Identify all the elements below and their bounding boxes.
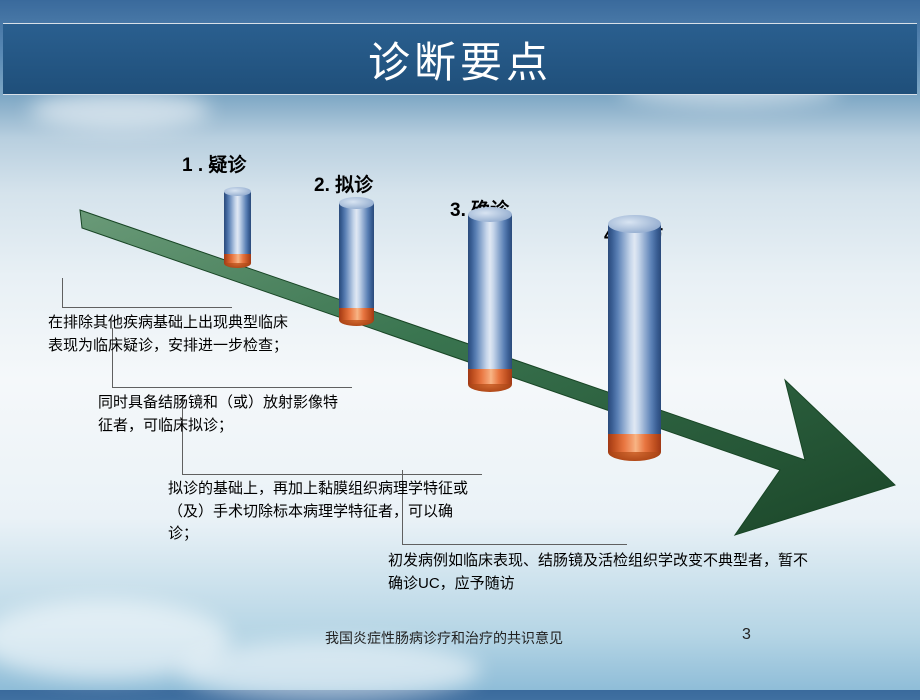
description-3: 拟诊的基础上，再加上黏膜组织病理学特征或（及）手术切除标本病理学特征者，可以确诊…	[168, 478, 478, 546]
cylinder-4	[608, 215, 661, 461]
diagram-area: 1 . 疑诊2. 拟诊3. 确诊4. 随访 在排除其他疾病基础上出现典型临床表现…	[0, 0, 920, 690]
cylinder-3	[468, 207, 512, 392]
cylinder-2	[339, 197, 374, 326]
step-label-1: 1 . 疑诊	[182, 150, 246, 177]
description-4: 初发病例如临床表现、结肠镜及活检组织学改变不典型者，暂不确诊UC，应予随访	[388, 550, 818, 595]
page-number: 3	[742, 626, 751, 644]
description-1: 在排除其他疾病基础上出现典型临床表现为临床疑诊，安排进一步检查；	[48, 312, 288, 357]
connector-1	[62, 278, 232, 308]
footer-text: 我国炎症性肠病诊疗和治疗的共识意见	[325, 628, 563, 648]
description-2: 同时具备结肠镜和（或）放射影像特征者，可临床拟诊；	[98, 392, 348, 437]
cylinder-1	[224, 187, 251, 268]
step-label-2: 2. 拟诊	[314, 170, 373, 197]
